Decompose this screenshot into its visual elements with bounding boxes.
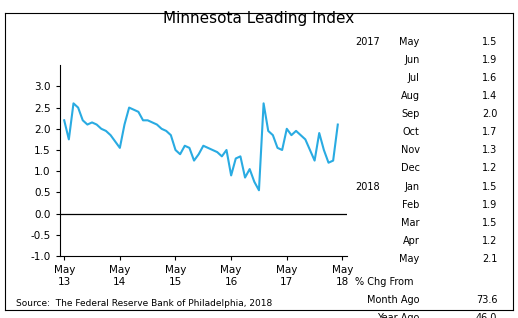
Text: 1.2: 1.2 [482, 163, 497, 173]
Text: Month Ago: Month Ago [367, 295, 420, 305]
Text: 2017: 2017 [355, 37, 380, 46]
Text: 1.5: 1.5 [482, 182, 497, 191]
Text: 2.0: 2.0 [482, 109, 497, 119]
Text: 2.1: 2.1 [482, 254, 497, 264]
Text: 1.7: 1.7 [482, 127, 497, 137]
Text: Jan: Jan [405, 182, 420, 191]
Text: Jul: Jul [408, 73, 420, 83]
Text: Apr: Apr [402, 236, 420, 246]
Text: 1.3: 1.3 [482, 145, 497, 155]
Text: Feb: Feb [402, 200, 420, 210]
Text: Sep: Sep [401, 109, 420, 119]
Text: Minnesota Leading Index: Minnesota Leading Index [163, 11, 355, 26]
Text: 1.4: 1.4 [482, 91, 497, 101]
Text: 46.0: 46.0 [476, 313, 497, 318]
Text: 1.9: 1.9 [482, 200, 497, 210]
Text: Year Ago: Year Ago [377, 313, 420, 318]
Text: May: May [399, 37, 420, 46]
Text: 2018: 2018 [355, 182, 380, 191]
Text: 1.9: 1.9 [482, 55, 497, 65]
Text: Dec: Dec [400, 163, 420, 173]
Text: Jun: Jun [404, 55, 420, 65]
Text: Source:  The Federal Reserve Bank of Philadelphia, 2018: Source: The Federal Reserve Bank of Phil… [16, 300, 272, 308]
Text: Aug: Aug [400, 91, 420, 101]
Text: 1.6: 1.6 [482, 73, 497, 83]
Text: 1.5: 1.5 [482, 37, 497, 46]
Text: 73.6: 73.6 [476, 295, 497, 305]
Text: Mar: Mar [401, 218, 420, 228]
Text: 1.5: 1.5 [482, 218, 497, 228]
Text: 1.2: 1.2 [482, 236, 497, 246]
Text: May: May [399, 254, 420, 264]
Text: % Chg From: % Chg From [355, 277, 413, 287]
Text: Oct: Oct [402, 127, 420, 137]
Text: Nov: Nov [400, 145, 420, 155]
